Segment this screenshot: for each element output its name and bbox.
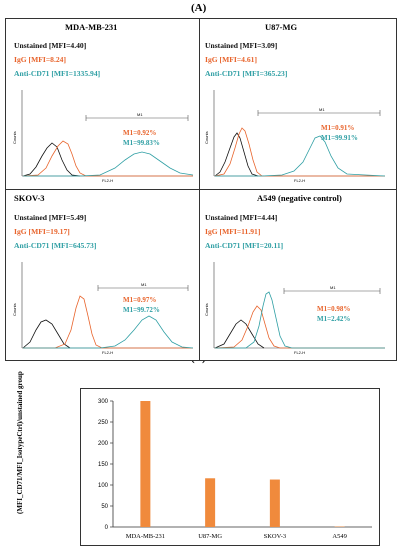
legend-unstained-u87: Unstained [MFI=3.09] <box>205 41 278 50</box>
x-axis-label: FL2-H <box>294 350 305 355</box>
curve-unstained <box>214 319 265 349</box>
m1-igg-skov: M1=0.97% <box>123 296 157 304</box>
histogram-a549: Counts FL2-H M1 <box>204 262 385 355</box>
y-axis-label: Counts <box>12 131 17 144</box>
histogram-skov-3: Counts FL2-H M1 <box>12 262 194 355</box>
histogram-u87-mg: Counts FL2-H M1 <box>204 90 386 183</box>
curve-unstained <box>22 319 71 349</box>
curve-anti-cd71 <box>23 151 194 177</box>
legend-unstained-a549: Unstained [MFI=4.44] <box>205 213 278 222</box>
bar-mda-mb-231 <box>140 401 151 527</box>
bar-skov-3 <box>269 479 280 527</box>
legend-igg-a549: IgG [MFI=11.91] <box>205 227 261 236</box>
legend-igg-u87: IgG [MFI=4.61] <box>205 55 257 64</box>
cell-title-u87-mg: U87-MG <box>265 22 298 32</box>
grid-divider-horizontal <box>5 189 397 190</box>
cell-title-mda-mb-231: MDA-MB-231 <box>65 22 118 32</box>
curve-igg <box>22 140 193 177</box>
y-tick-label: 150 <box>98 462 109 468</box>
panel-a-label: (A) <box>191 2 207 14</box>
cell-title-a549: A549 (negative control) <box>257 193 342 203</box>
legend-igg-skov: IgG [MFI=19.17] <box>14 227 70 236</box>
x-axis-label: FL2-H <box>102 350 113 355</box>
legend-igg-mda: IgG [MFI=8.24] <box>14 55 66 64</box>
y-tick-label: 300 <box>98 399 109 405</box>
m1-anti-a549: M1=2.42% <box>317 315 351 323</box>
m1-anti-skov: M1=99.72% <box>123 306 160 314</box>
y-axis-label: (MFI_CD71/MFI_IsotypeCtrl)/unstained gro… <box>16 371 24 514</box>
legend-anti-a549: Anti-CD71 [MFI=20.11] <box>205 241 284 250</box>
curve-igg <box>23 295 193 349</box>
gate-label: M1 <box>137 112 143 117</box>
curve-igg <box>214 305 385 349</box>
y-axis-label: Counts <box>204 303 209 316</box>
y-tick-label: 50 <box>101 504 108 510</box>
x-axis-label: FL2-H <box>294 178 305 183</box>
y-tick-label: 100 <box>98 483 109 489</box>
x-tick-label: U87-MG <box>198 533 222 540</box>
legend-anti-skov: Anti-CD71 [MFI=645.73] <box>14 241 97 250</box>
curve-anti-cd71 <box>23 315 194 349</box>
y-tick-label: 0 <box>105 525 109 531</box>
x-tick-label: SKOV-3 <box>264 533 287 540</box>
m1-igg-mda: M1=0.92% <box>123 129 157 137</box>
y-tick-label: 200 <box>98 441 109 447</box>
legend-anti-u87: Anti-CD71 [MFI=365.23] <box>205 69 288 78</box>
x-axis-label: FL2-H <box>102 178 113 183</box>
cell-title-skov-3: SKOV-3 <box>14 193 45 203</box>
curve-anti-cd71 <box>215 291 385 349</box>
curve-unstained <box>214 132 259 177</box>
legend-unstained-mda: Unstained [MFI=4.40] <box>14 41 87 50</box>
m1-anti-mda: M1=99.83% <box>123 139 160 147</box>
y-axis-label: Counts <box>12 303 17 316</box>
curve-anti-cd71 <box>215 135 386 177</box>
m1-anti-u87: M1=99.91% <box>321 134 358 142</box>
legend-unstained-skov: Unstained [MFI=5.49] <box>14 213 87 222</box>
x-tick-label: MDA-MB-231 <box>126 533 165 540</box>
bar-chart-frame <box>80 388 380 546</box>
gate-label: M1 <box>319 107 325 112</box>
m1-igg-u87: M1=0.91% <box>321 124 355 132</box>
histogram-mda-mb-231: Counts FL2-H M1 <box>12 90 194 183</box>
legend-anti-mda: Anti-CD71 [MFI=1335.94] <box>14 69 101 78</box>
y-axis-label: Counts <box>204 131 209 144</box>
bar-u87-mg <box>205 478 216 527</box>
gate-label: M1 <box>141 282 147 287</box>
x-tick-label: A549 <box>332 533 346 540</box>
bar-chart: 0 50 100 150 200 250 300 MDA-MB-231 U87-MG SKOV-… <box>98 399 372 540</box>
gate-label: M1 <box>330 285 336 290</box>
curve-igg <box>214 127 385 177</box>
m1-igg-a549: M1=0.98% <box>317 305 351 313</box>
curve-unstained <box>22 142 81 177</box>
y-tick-label: 250 <box>98 420 109 426</box>
